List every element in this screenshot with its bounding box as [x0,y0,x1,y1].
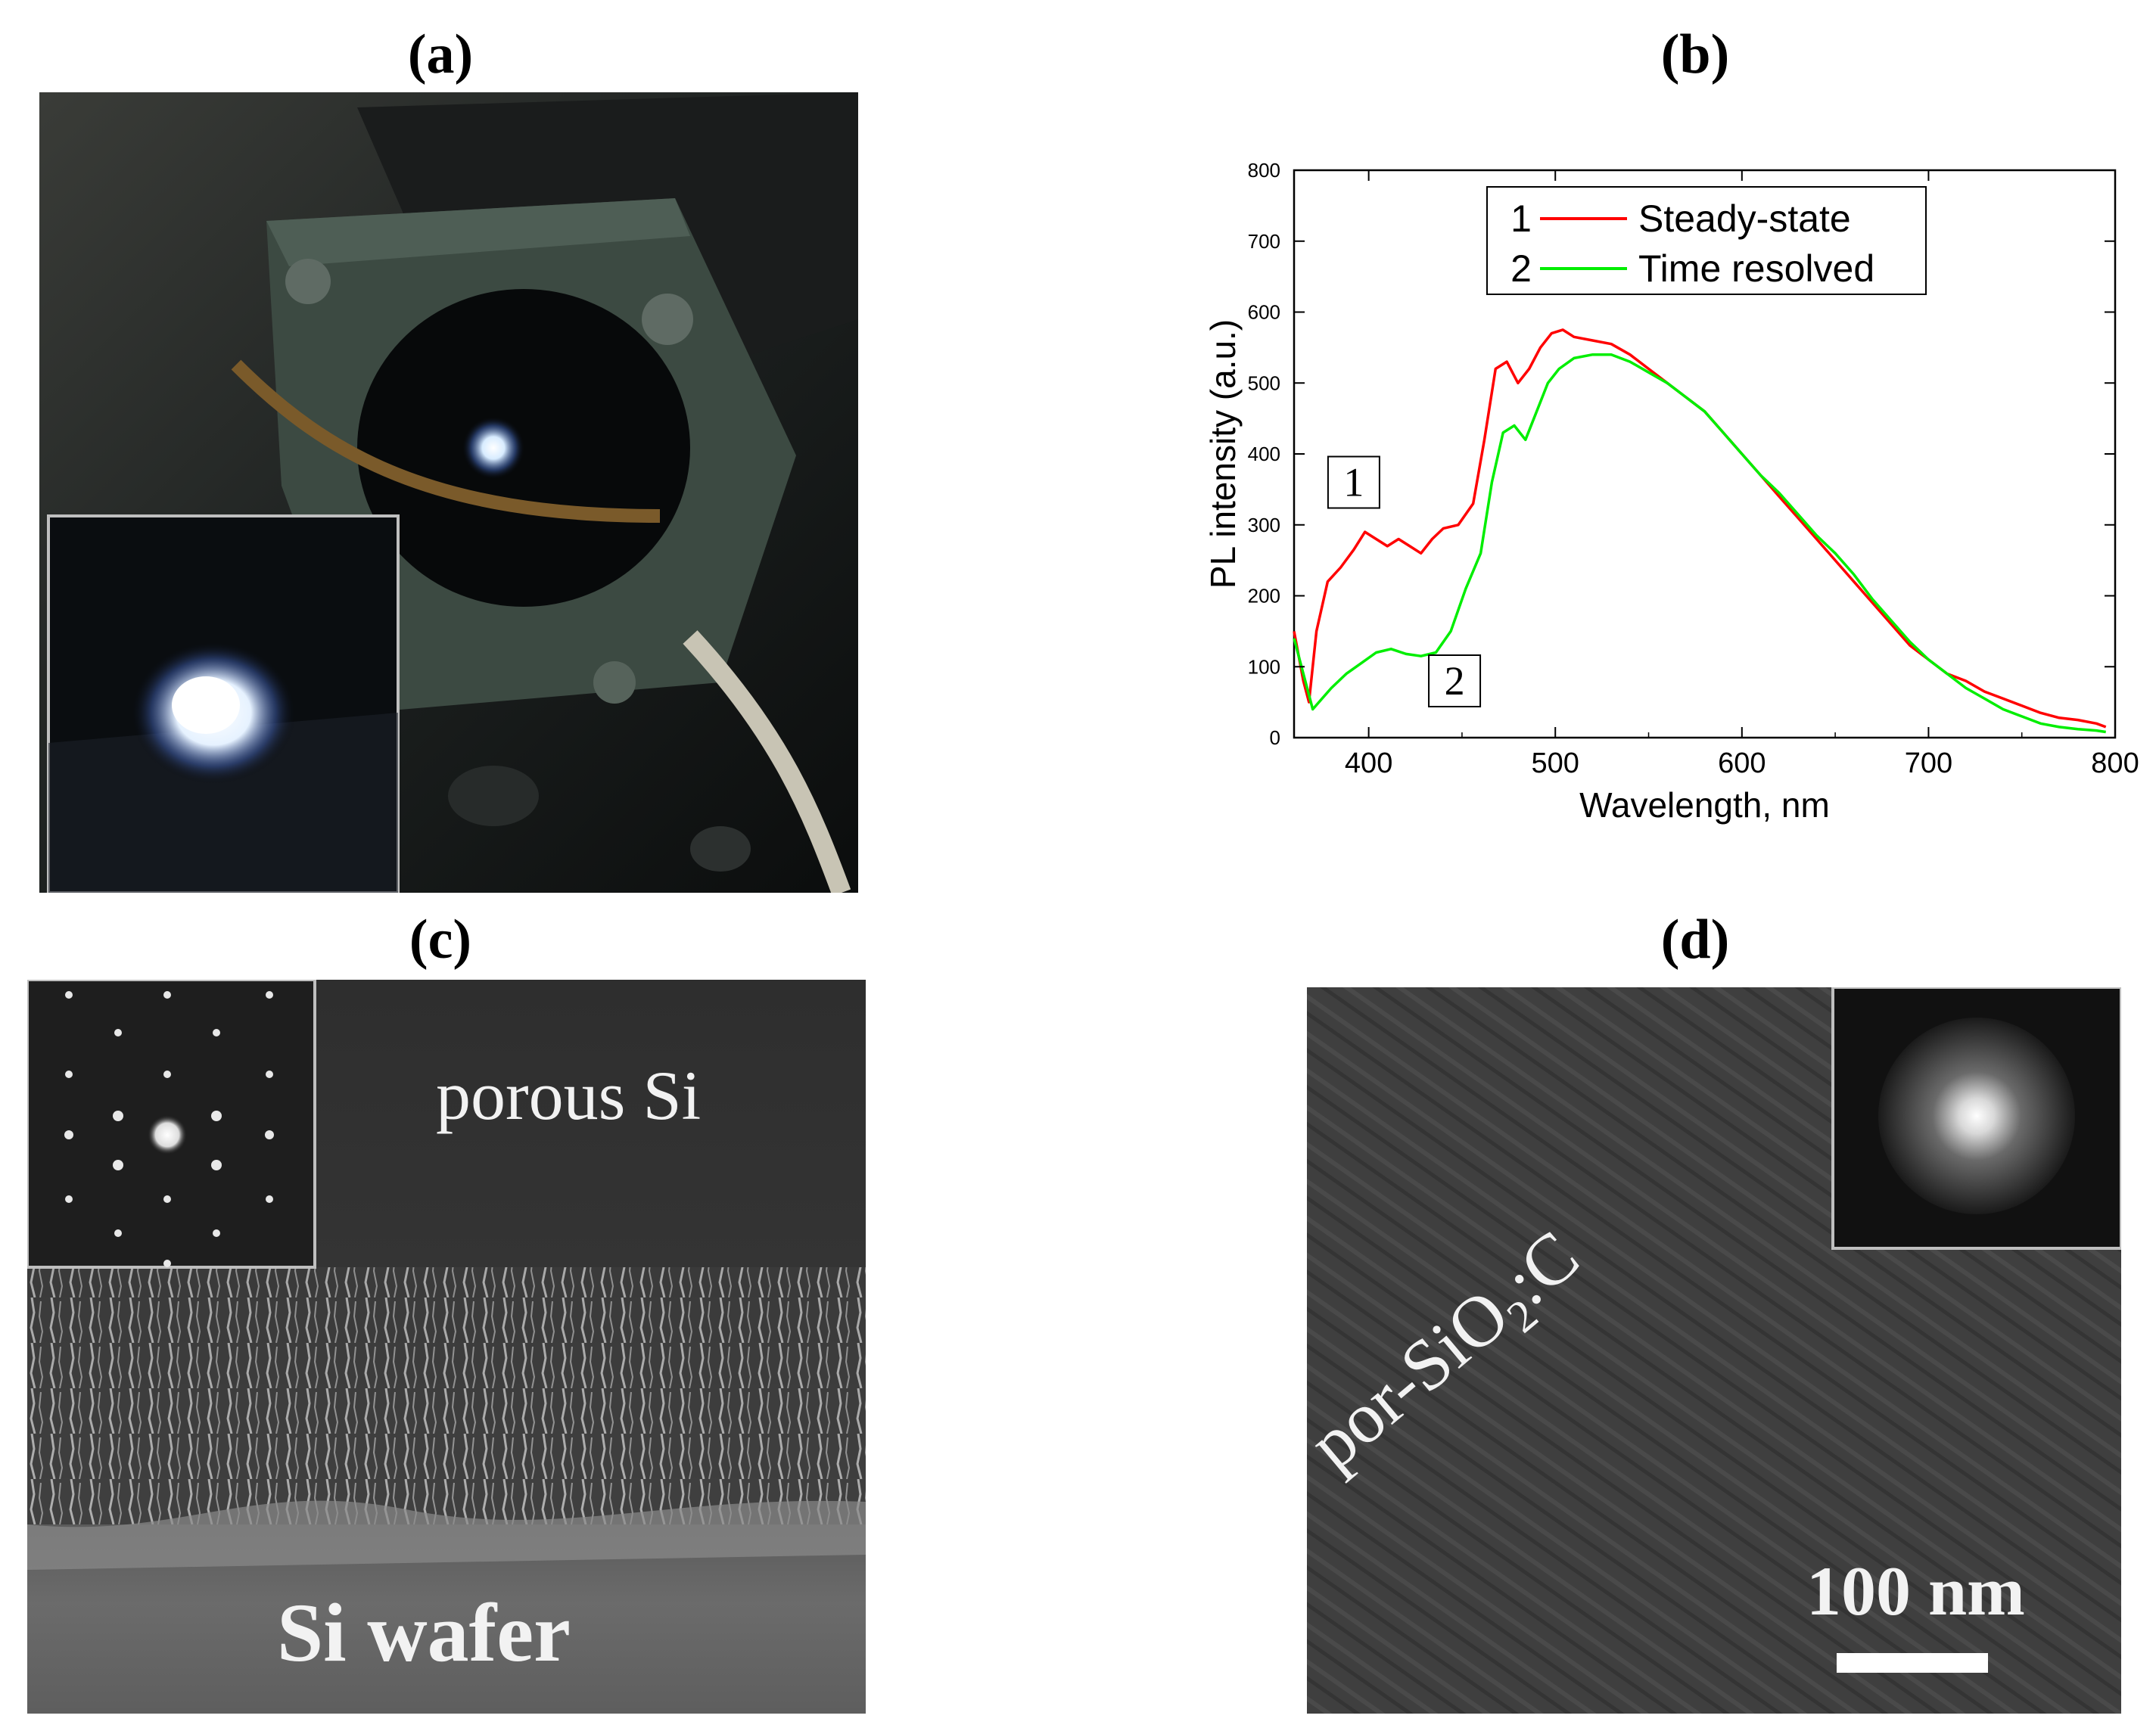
y-tick-label: 800 [1248,159,1280,182]
tem-image-por-sio2c-graphic [1307,987,2121,1714]
label-porous-si: porous Si [436,1057,702,1134]
y-tick-label: 700 [1248,230,1280,253]
panel-label-a: (a) [407,23,474,85]
y-tick-label: 200 [1248,585,1280,608]
label-si-wafer: Si wafer [277,1586,571,1679]
legend-number-2: 2 [1510,247,1532,290]
x-tick-label: 800 [2091,747,2139,779]
x-tick-label: 600 [1718,747,1766,779]
x-tick-label: 500 [1532,747,1579,779]
y-tick-label: 0 [1270,726,1280,749]
panel-label-b: (b) [1660,23,1730,85]
annotation-box-2 [1428,654,1482,707]
scale-bar-label: 100 nm [1806,1552,2025,1630]
legend-number-1: 1 [1510,197,1532,240]
panel-label-d: (d) [1660,909,1730,971]
plot-area: 400 500 600 700 800 0 100 200 300 400 500 600 700 800… [1203,159,2139,825]
annotation-label-1: 1 [1343,460,1364,505]
panel-label-c: (c) [409,909,472,971]
series-line-1 [1293,328,2107,729]
x-axis-label: Wavelength, nm [1579,785,1830,825]
x-tick-label: 700 [1905,747,1952,779]
series-line-2 [1293,353,2106,734]
y-tick-label: 300 [1248,514,1280,536]
legend-box [1486,186,1927,295]
y-tick-label: 600 [1248,301,1280,324]
y-tick-label: 100 [1248,655,1280,678]
tem-image-por-sio2c: por-SiO2:C 100 nm [1307,987,2121,1714]
sample-photo-graphic [39,92,858,893]
annotation-label-2: 2 [1445,658,1465,704]
legend-entry-2: Time resolved [1638,247,1874,290]
annotation-box-1 [1327,455,1380,509]
y-tick-label: 400 [1248,443,1280,465]
tem-image-porous-si: porous Si Si wafer [27,980,866,1714]
x-tick-label: 400 [1345,747,1392,779]
pl-spectrum-chart: 400 500 600 700 800 0 100 200 300 400 500 600 700 800… [1203,159,2139,825]
y-tick-label: 500 [1248,371,1280,394]
legend-entry-1: Steady-state [1638,197,1851,240]
tem-image-porous-si-graphic [27,980,866,1714]
sample-photo [39,92,858,893]
y-axis-label: PL intensity (a.u.) [1203,319,1243,589]
